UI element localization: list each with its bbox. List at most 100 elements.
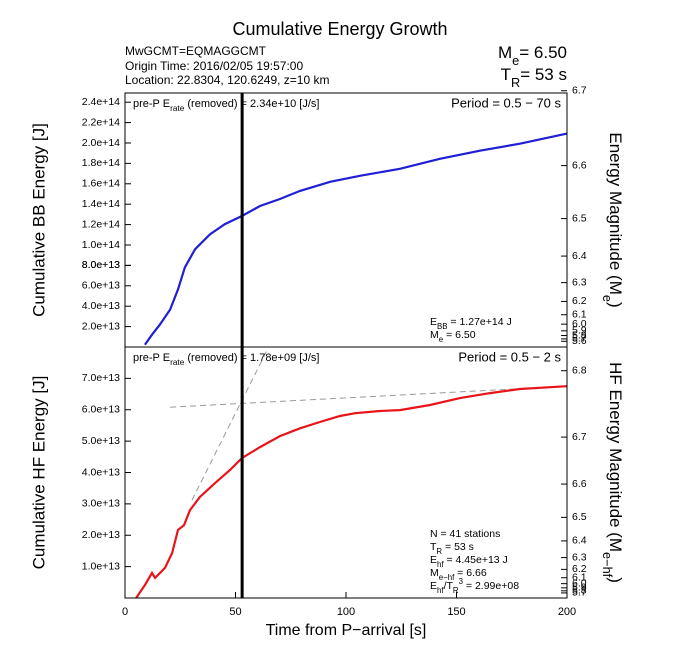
text-run: = 6.50 (519, 43, 567, 62)
y-tick-label: 4.0e+13 (82, 466, 120, 478)
text-run: E (430, 316, 437, 328)
y-tick-label: 4.0e+13 (82, 300, 120, 312)
y-tick-label: 1.6e+14 (82, 178, 120, 190)
note: Me−hf = 6.66 (430, 567, 487, 582)
y2-tick-label: 6.0 (572, 577, 587, 589)
text-run: M (430, 329, 439, 341)
header-line: Location: 22.8304, 120.6249, z=10 km (125, 73, 330, 87)
subscript: R (511, 75, 520, 90)
y-tick-label: 2.0e+14 (82, 137, 120, 149)
chart-title: Cumulative Energy Growth (232, 19, 447, 39)
x-tick-label: 200 (558, 606, 576, 618)
text-run: = 53 s (442, 541, 474, 553)
y2-tick-label: 6.0 (572, 318, 587, 330)
text-run: (removed) = 1.78e+09 [J/s] (184, 352, 319, 364)
subscript: e−hf (439, 573, 455, 582)
y2-tick-label: 6.5 (572, 212, 587, 224)
note: N = 41 stations (430, 528, 500, 540)
y-tick-label: 2.0e+13 (82, 529, 120, 541)
header-line: MwGCMT=EQMAGGCMT (125, 44, 267, 58)
subscript: e (439, 335, 444, 344)
text-run: /T (444, 580, 454, 592)
subscript: e−hf (600, 552, 615, 578)
text-run: HF Energy Magnitude (M (606, 362, 625, 552)
y2-tick-label: 5.6 (572, 335, 587, 347)
text-run: = 1.27e+14 J (448, 316, 512, 328)
y-tick-label: 8.0e+13 (82, 259, 120, 271)
y-tick-label: 1.0e+13 (82, 560, 120, 572)
y-tick-label: 5.0e+13 (82, 435, 120, 447)
text-run: = 4.45e+13 J (444, 554, 508, 566)
fit-line (170, 385, 568, 408)
text-run: pre-P E (133, 352, 170, 364)
y2-tick-label: 6.5 (572, 511, 587, 523)
text-run: T (501, 65, 511, 84)
text-run: pre-P E (133, 98, 170, 110)
y2-tick-label: 5.7 (572, 333, 587, 345)
note: Me = 6.50 (430, 329, 476, 344)
subscript: hf (437, 560, 444, 569)
y-tick-label: 7.0e+13 (82, 372, 120, 384)
text-run: T (430, 541, 437, 553)
x-tick-label: 100 (337, 606, 355, 618)
annotation-left: pre-P Erate (removed) = 2.34e+10 [J/s] (133, 98, 319, 113)
subscript: rate (170, 358, 185, 367)
y2-tick-label: 6.8 (572, 364, 587, 376)
supscript: 3 (459, 577, 464, 586)
y-tick-label: 1.0e+14 (82, 239, 120, 251)
y2-axis-label: HF Energy Magnitude (Me−hf) (600, 362, 624, 583)
subscript: e (512, 53, 519, 68)
y2-tick-label: 5.7 (572, 587, 587, 599)
text-run: = 6.50 (443, 329, 476, 341)
energy-curve (135, 385, 568, 599)
text-run: (removed) = 2.34e+10 [J/s] (184, 98, 319, 110)
text-run: M (498, 43, 512, 62)
y2-tick-label: 6.3 (572, 276, 587, 288)
y2-tick-label: 6.1 (572, 309, 587, 321)
subscript: R (453, 586, 459, 595)
y-tick-label: 6.0e+13 (82, 404, 120, 416)
x-tick-label: 150 (447, 606, 465, 618)
text-run: M (430, 567, 439, 579)
note: TR = 53 s (430, 541, 474, 556)
y-tick-label: 1.4e+14 (82, 198, 120, 210)
annotation-left: pre-P Erate (removed) = 1.78e+09 [J/s] (133, 352, 319, 367)
subscript: hf (437, 586, 444, 595)
duration: TR= 53 s (501, 65, 567, 89)
text-run: Energy Magnitude (M (606, 132, 625, 295)
text-run: ) (606, 577, 625, 583)
y2-tick-label: 6.3 (572, 551, 587, 563)
x-axis-label: Time from P−arrival [s] (266, 622, 427, 639)
y2-tick-label: 6.2 (572, 563, 587, 575)
x-tick-label: 50 (229, 606, 241, 618)
y2-tick-label: 6.6 (572, 159, 587, 171)
y2-tick-label: 6.6 (572, 478, 587, 490)
subscript: R (436, 547, 442, 556)
y-tick-label: 2.4e+14 (82, 96, 120, 108)
y2-tick-label: 5.9 (572, 325, 587, 337)
y2-tick-label: 6.4 (572, 250, 587, 262)
y2-tick-label: 5.8 (572, 585, 587, 597)
subscript: rate (170, 104, 185, 113)
y2-tick-label: 6.4 (572, 535, 587, 547)
y2-tick-label: 5.8 (572, 329, 587, 341)
y-axis-label: Cumulative BB Energy [J] (29, 123, 48, 317)
note: Ehf = 4.45e+13 J (430, 554, 508, 569)
y2-tick-label: 6.2 (572, 295, 587, 307)
x-tick-label: 0 (122, 606, 128, 618)
note: EBB = 1.27e+14 J (430, 316, 512, 331)
text-run: ) (606, 302, 625, 308)
annotation-right: Period = 0.5 − 2 s (458, 349, 561, 364)
y2-tick-label: 6.1 (572, 572, 587, 584)
subscript: BB (437, 322, 447, 331)
text-run: N = 41 stations (430, 528, 500, 540)
y-tick-label: 3.0e+13 (82, 498, 120, 510)
y2-tick-label: 6.7 (572, 85, 587, 97)
text-run: = 53 s (520, 65, 567, 84)
y-tick-label: 6.0e+13 (82, 280, 120, 292)
note: Ehf/TR3 = 2.99e+08 (430, 577, 519, 595)
fit-line (191, 348, 269, 501)
y-tick-label: 8.0e+13 (82, 259, 120, 271)
